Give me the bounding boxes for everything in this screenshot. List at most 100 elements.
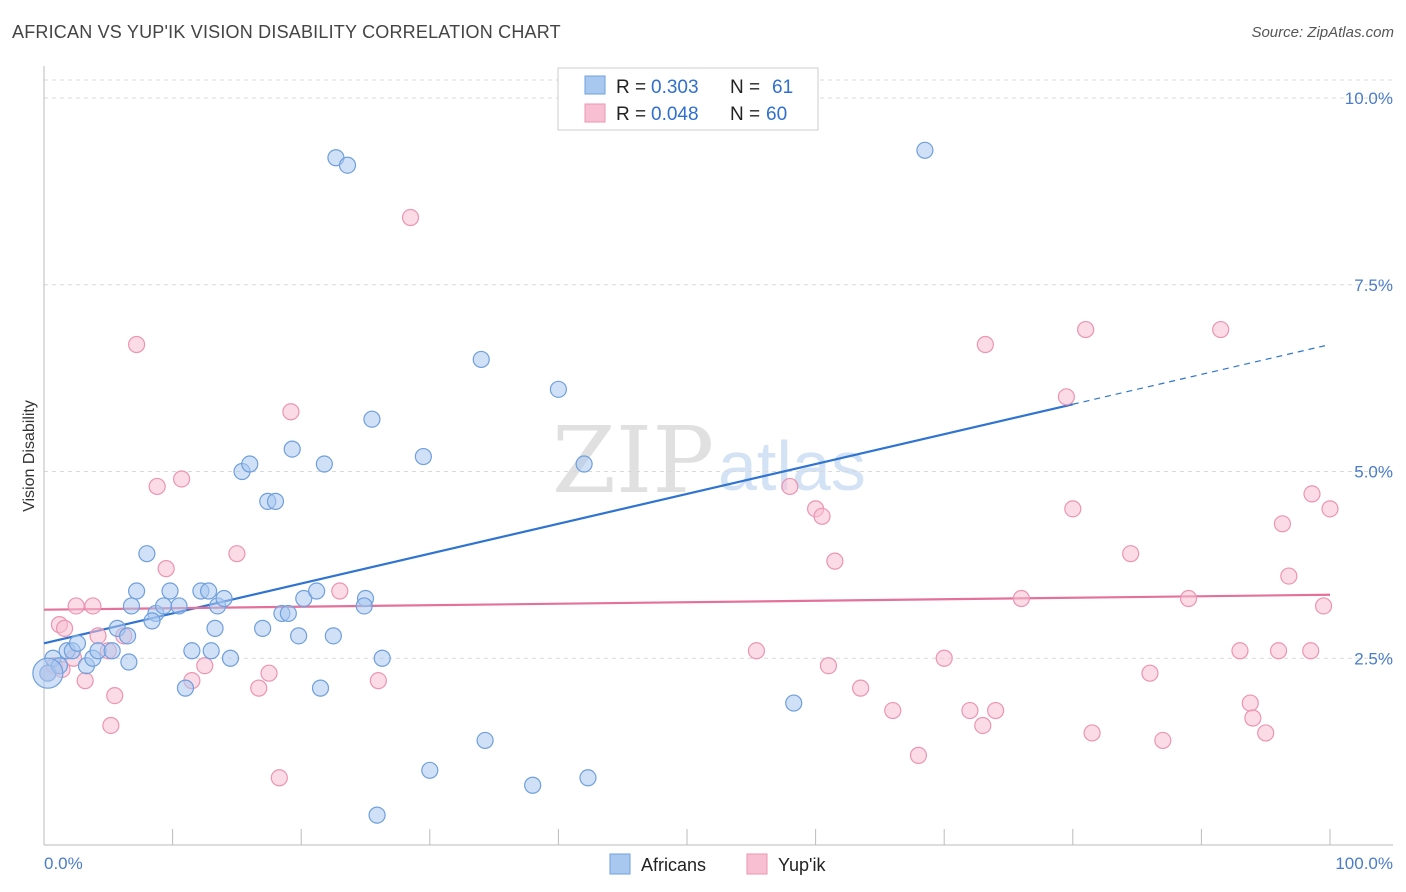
point-yupik bbox=[852, 679, 870, 697]
point-africans bbox=[206, 619, 224, 637]
point-africans bbox=[785, 694, 803, 712]
point-africans bbox=[295, 589, 313, 608]
point-yupik bbox=[106, 686, 124, 705]
point-africans bbox=[311, 679, 330, 697]
point-africans bbox=[368, 806, 386, 824]
point-africans bbox=[414, 447, 432, 466]
point-africans bbox=[143, 612, 161, 630]
point-africans bbox=[68, 634, 87, 652]
point-yupik bbox=[747, 642, 766, 660]
point-yupik bbox=[1212, 320, 1230, 339]
point-yupik bbox=[884, 701, 902, 720]
legend: R = 0.303 N = 61 R = 0.048 N = 60 bbox=[557, 67, 819, 131]
point-africans bbox=[363, 410, 381, 428]
point-yupik bbox=[1257, 724, 1275, 742]
point-africans bbox=[338, 156, 357, 174]
point-yupik bbox=[1083, 724, 1101, 742]
point-yupik bbox=[1179, 589, 1198, 608]
legend-r-value-2: 0.048 bbox=[651, 104, 699, 125]
point-africans bbox=[421, 761, 439, 779]
point-yupik bbox=[1244, 709, 1262, 727]
point-africans bbox=[290, 627, 308, 645]
point-yupik bbox=[148, 477, 166, 496]
point-africans bbox=[524, 776, 542, 794]
point-yupik bbox=[1302, 642, 1320, 660]
point-yupik bbox=[76, 672, 94, 690]
point-yupik bbox=[282, 403, 300, 421]
point-yupik bbox=[961, 701, 979, 720]
point-yupik bbox=[331, 582, 349, 600]
point-africans bbox=[324, 627, 342, 645]
y-tick-labels: 2.5% 5.0% 7.5% 10.0% bbox=[1345, 89, 1393, 668]
legend-n-value-1: 61 bbox=[772, 77, 793, 98]
point-yupik bbox=[1077, 320, 1095, 339]
point-africans bbox=[221, 649, 240, 667]
point-yupik bbox=[173, 470, 191, 488]
point-yupik bbox=[250, 679, 268, 697]
legend-r-value-1: 0.303 bbox=[651, 77, 699, 98]
point-yupik bbox=[260, 664, 278, 682]
bottom-legend-swatch-yupik bbox=[746, 853, 768, 875]
point-africans-large bbox=[32, 657, 64, 689]
point-africans bbox=[103, 642, 121, 660]
point-yupik bbox=[976, 335, 994, 354]
point-africans bbox=[122, 597, 141, 615]
legend-n-value-2: 60 bbox=[766, 104, 787, 125]
trend-line-extension-africans bbox=[1072, 343, 1331, 405]
point-yupik bbox=[974, 716, 992, 735]
bottom-legend-africans: Africans bbox=[641, 855, 706, 875]
point-yupik bbox=[1269, 642, 1288, 660]
bottom-legend: Africans Yup'ik bbox=[609, 853, 826, 875]
legend-swatch-africans bbox=[584, 75, 606, 95]
point-yupik bbox=[935, 649, 953, 667]
point-africans bbox=[118, 627, 137, 645]
point-yupik bbox=[127, 335, 146, 354]
point-africans bbox=[120, 653, 138, 671]
point-yupik bbox=[909, 746, 928, 764]
y-tick-label: 7.5% bbox=[1354, 276, 1393, 295]
chart-source: Source: ZipAtlas.com bbox=[1251, 24, 1394, 41]
trend-lines bbox=[43, 343, 1331, 645]
point-yupik bbox=[1303, 485, 1321, 503]
point-yupik bbox=[1154, 731, 1172, 750]
point-yupik bbox=[270, 769, 288, 787]
point-africans bbox=[575, 455, 593, 473]
point-africans bbox=[183, 642, 201, 660]
point-africans bbox=[200, 582, 218, 600]
point-africans bbox=[355, 597, 373, 615]
trend-line-yupik bbox=[43, 593, 1331, 611]
point-yupik bbox=[401, 208, 420, 227]
point-yupik bbox=[369, 672, 387, 690]
point-yupik bbox=[1012, 589, 1030, 608]
x-tick-max: 100.0% bbox=[1335, 854, 1393, 873]
chart-title: AFRICAN VS YUP'IK VISION DISABILITY CORR… bbox=[12, 22, 561, 42]
point-yupik bbox=[1280, 567, 1298, 585]
bottom-legend-yupik: Yup'ik bbox=[778, 855, 826, 875]
point-yupik bbox=[157, 560, 175, 578]
point-yupik bbox=[1321, 500, 1339, 518]
legend-n-label-1: N = bbox=[730, 77, 760, 98]
point-yupik bbox=[84, 597, 102, 615]
legend-n-label-2: N = bbox=[730, 104, 760, 125]
point-africans bbox=[279, 604, 297, 623]
point-yupik bbox=[781, 477, 799, 496]
point-africans bbox=[161, 582, 179, 600]
y-tick-label: 2.5% bbox=[1354, 649, 1393, 668]
point-yupik bbox=[102, 716, 120, 735]
point-africans bbox=[215, 589, 233, 608]
point-yupik bbox=[1241, 694, 1259, 712]
point-africans bbox=[549, 380, 568, 398]
point-yupik bbox=[1057, 388, 1075, 406]
point-africans bbox=[176, 679, 195, 697]
legend-swatch-yupik bbox=[584, 103, 606, 123]
point-yupik bbox=[55, 619, 74, 637]
point-yupik bbox=[826, 552, 844, 570]
point-yupik bbox=[987, 701, 1005, 720]
x-tick-min: 0.0% bbox=[44, 854, 83, 873]
point-yupik bbox=[67, 597, 85, 615]
point-yupik bbox=[1064, 500, 1082, 518]
point-africans bbox=[579, 769, 597, 787]
point-yupik bbox=[196, 657, 214, 675]
point-yupik bbox=[819, 657, 838, 675]
